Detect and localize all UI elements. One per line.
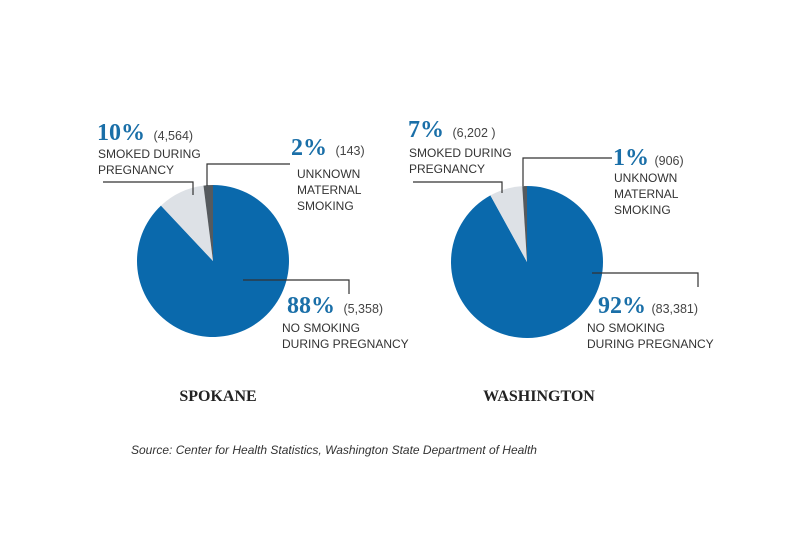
washington-no-smoking-label-line1: NO SMOKING	[587, 321, 665, 335]
svg-text:1% (906): 1% (906)	[613, 145, 684, 171]
washington-unknown-annotation: 1% (906) UNKNOWN MATERNAL SMOKING	[522, 145, 684, 217]
spokane-unknown-count: (143)	[335, 144, 364, 158]
source-note: Source: Center for Health Statistics, Wa…	[131, 443, 537, 457]
washington-smoked-slice	[490, 186, 527, 262]
spokane-unknown-percent: 2%	[291, 135, 327, 161]
washington-unknown-count: (906)	[654, 154, 683, 168]
washington-unknown-percent: 1%	[613, 145, 649, 171]
washington-smoked-label-line1: SMOKED DURING	[409, 146, 512, 160]
spokane-no-smoking-annotation: 88% (5,358) NO SMOKING DURING PREGNANCY	[243, 279, 409, 351]
spokane-no-smoking-percent: 88%	[287, 293, 335, 319]
washington-no-smoking-annotation: 92% (83,381) NO SMOKING DURING PREGNANCY	[587, 272, 714, 351]
washington-unknown-label-line2: MATERNAL	[614, 187, 679, 201]
washington-title: WASHINGTON	[483, 388, 595, 405]
washington-unknown-leader-line	[522, 157, 612, 186]
washington-smoked-count: (6,202 )	[452, 126, 495, 140]
spokane-unknown-annotation: 2% (143) UNKNOWN MATERNAL SMOKING	[206, 135, 365, 213]
washington-no-smoking-percent: 92%	[598, 293, 646, 319]
washington-unknown-slice	[522, 186, 527, 262]
washington-smoked-leader-line	[413, 181, 503, 193]
spokane-no-smoking-count: (5,358)	[343, 302, 383, 316]
spokane-title: SPOKANE	[179, 388, 256, 405]
spokane-smoked-percent: 10%	[97, 120, 145, 146]
washington-unknown-label-line3: SMOKING	[614, 203, 671, 217]
spokane-unknown-leader-line	[206, 163, 290, 186]
spokane-smoked-label-line2: PREGNANCY	[98, 163, 174, 177]
spokane-unknown-label-line3: SMOKING	[297, 199, 354, 213]
svg-text:92% (83,381): 92% (83,381)	[598, 293, 698, 319]
washington-smoked-annotation: 7% (6,202 ) SMOKED DURING PREGNANCY	[408, 117, 512, 193]
svg-text:10% (4,564): 10% (4,564)	[97, 120, 193, 146]
spokane-unknown-label-line1: UNKNOWN	[297, 167, 360, 181]
washington-no-smoking-slice	[451, 186, 604, 338]
washington-no-smoking-count: (83,381)	[651, 302, 698, 316]
washington-smoked-percent: 7%	[408, 117, 444, 143]
svg-text:7% (6,202 ): 7% (6,202 )	[408, 117, 496, 143]
washington-no-smoking-leader-line	[592, 272, 699, 287]
spokane-unknown-label-line2: MATERNAL	[297, 183, 362, 197]
spokane-smoked-label-line1: SMOKED DURING	[98, 147, 201, 161]
spokane-chart: 10% (4,564) SMOKED DURING PREGNANCY 2% (…	[97, 120, 409, 405]
svg-text:2% (143): 2% (143)	[291, 135, 365, 161]
svg-text:88% (5,358): 88% (5,358)	[287, 293, 383, 319]
washington-chart: 7% (6,202 ) SMOKED DURING PREGNANCY 1% (…	[408, 117, 714, 405]
washington-unknown-label-line1: UNKNOWN	[614, 171, 677, 185]
washington-smoked-label-line2: PREGNANCY	[409, 162, 485, 176]
spokane-unknown-slice	[203, 185, 213, 261]
spokane-smoked-count: (4,564)	[153, 129, 193, 143]
washington-no-smoking-label-line2: DURING PREGNANCY	[587, 337, 714, 351]
spokane-no-smoking-leader-line	[243, 279, 350, 294]
spokane-smoked-leader-line	[103, 181, 194, 195]
spokane-pie	[136, 185, 289, 337]
spokane-no-smoking-label-line2: DURING PREGNANCY	[282, 337, 409, 351]
spokane-no-smoking-slice	[136, 185, 289, 337]
washington-pie	[451, 186, 604, 338]
spokane-smoked-annotation: 10% (4,564) SMOKED DURING PREGNANCY	[97, 120, 201, 195]
spokane-no-smoking-label-line1: NO SMOKING	[282, 321, 360, 335]
spokane-smoked-slice	[160, 185, 213, 261]
